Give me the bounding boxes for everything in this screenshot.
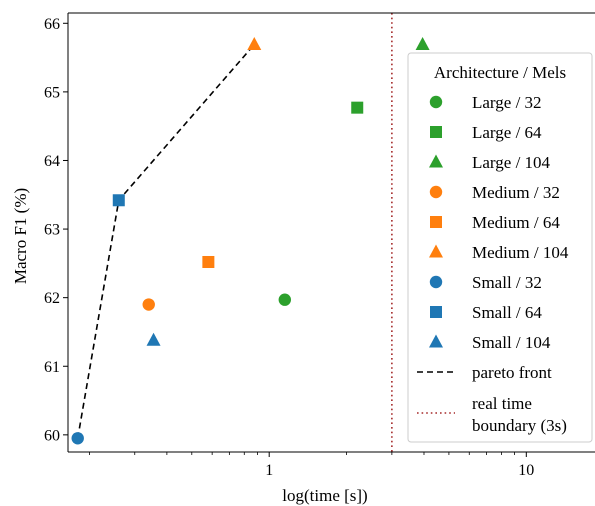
y-tick-label: 61 [44,359,60,376]
pareto-front-line [76,44,255,439]
data-point [142,298,155,311]
legend-marker [429,275,443,289]
reference-lines [76,13,393,452]
data-markers [71,37,430,445]
legend-marker [429,244,443,258]
legend-marker [430,126,442,138]
legend-frame [407,52,593,443]
legend-marker [429,185,443,199]
data-point [112,194,125,207]
legend-title: Architecture / Mels [434,63,566,82]
legend-marker [430,306,442,318]
legend-marker [429,95,443,109]
legend-marker [430,216,442,228]
data-point [71,432,84,445]
y-tick-label: 64 [44,153,60,170]
legend-label: real time [472,394,532,413]
legend-label: Large / 64 [472,123,542,142]
y-tick-label: 60 [44,427,60,444]
legend-label: boundary (3s) [472,416,567,435]
legend-label: Small / 64 [472,303,542,322]
legend: Architecture / Mels Large / 32 Large / 64… [407,52,593,443]
legend-label: Small / 104 [472,333,551,352]
legend-marker [429,334,443,348]
legend-marker [429,154,443,168]
data-point [146,332,161,346]
data-point [415,37,430,51]
data-point [247,37,262,51]
legend-label: Large / 104 [472,153,551,172]
legend-label: pareto front [472,363,552,382]
legend-label: Small / 32 [472,273,542,292]
data-point [278,293,292,306]
y-tick-label: 66 [44,16,60,33]
y-axis-label: Macro F1 (%) [11,188,30,284]
data-point [351,101,364,114]
x-tick-label: 1 [265,462,273,479]
y-tick-label: 63 [44,222,60,239]
legend-label: Medium / 32 [472,183,560,202]
x-axis-label: log(time [s]) [282,486,367,505]
legend-label: Medium / 64 [472,213,560,232]
y-tick-label: 62 [44,290,60,307]
legend-label: Medium / 104 [472,243,569,262]
axes: 60 61 62 63 64 65 66 1 10 [44,12,595,479]
x-tick-label: 10 [518,462,534,479]
data-point [202,255,215,268]
y-tick-label: 65 [44,84,60,101]
legend-label: Large / 32 [472,93,542,112]
